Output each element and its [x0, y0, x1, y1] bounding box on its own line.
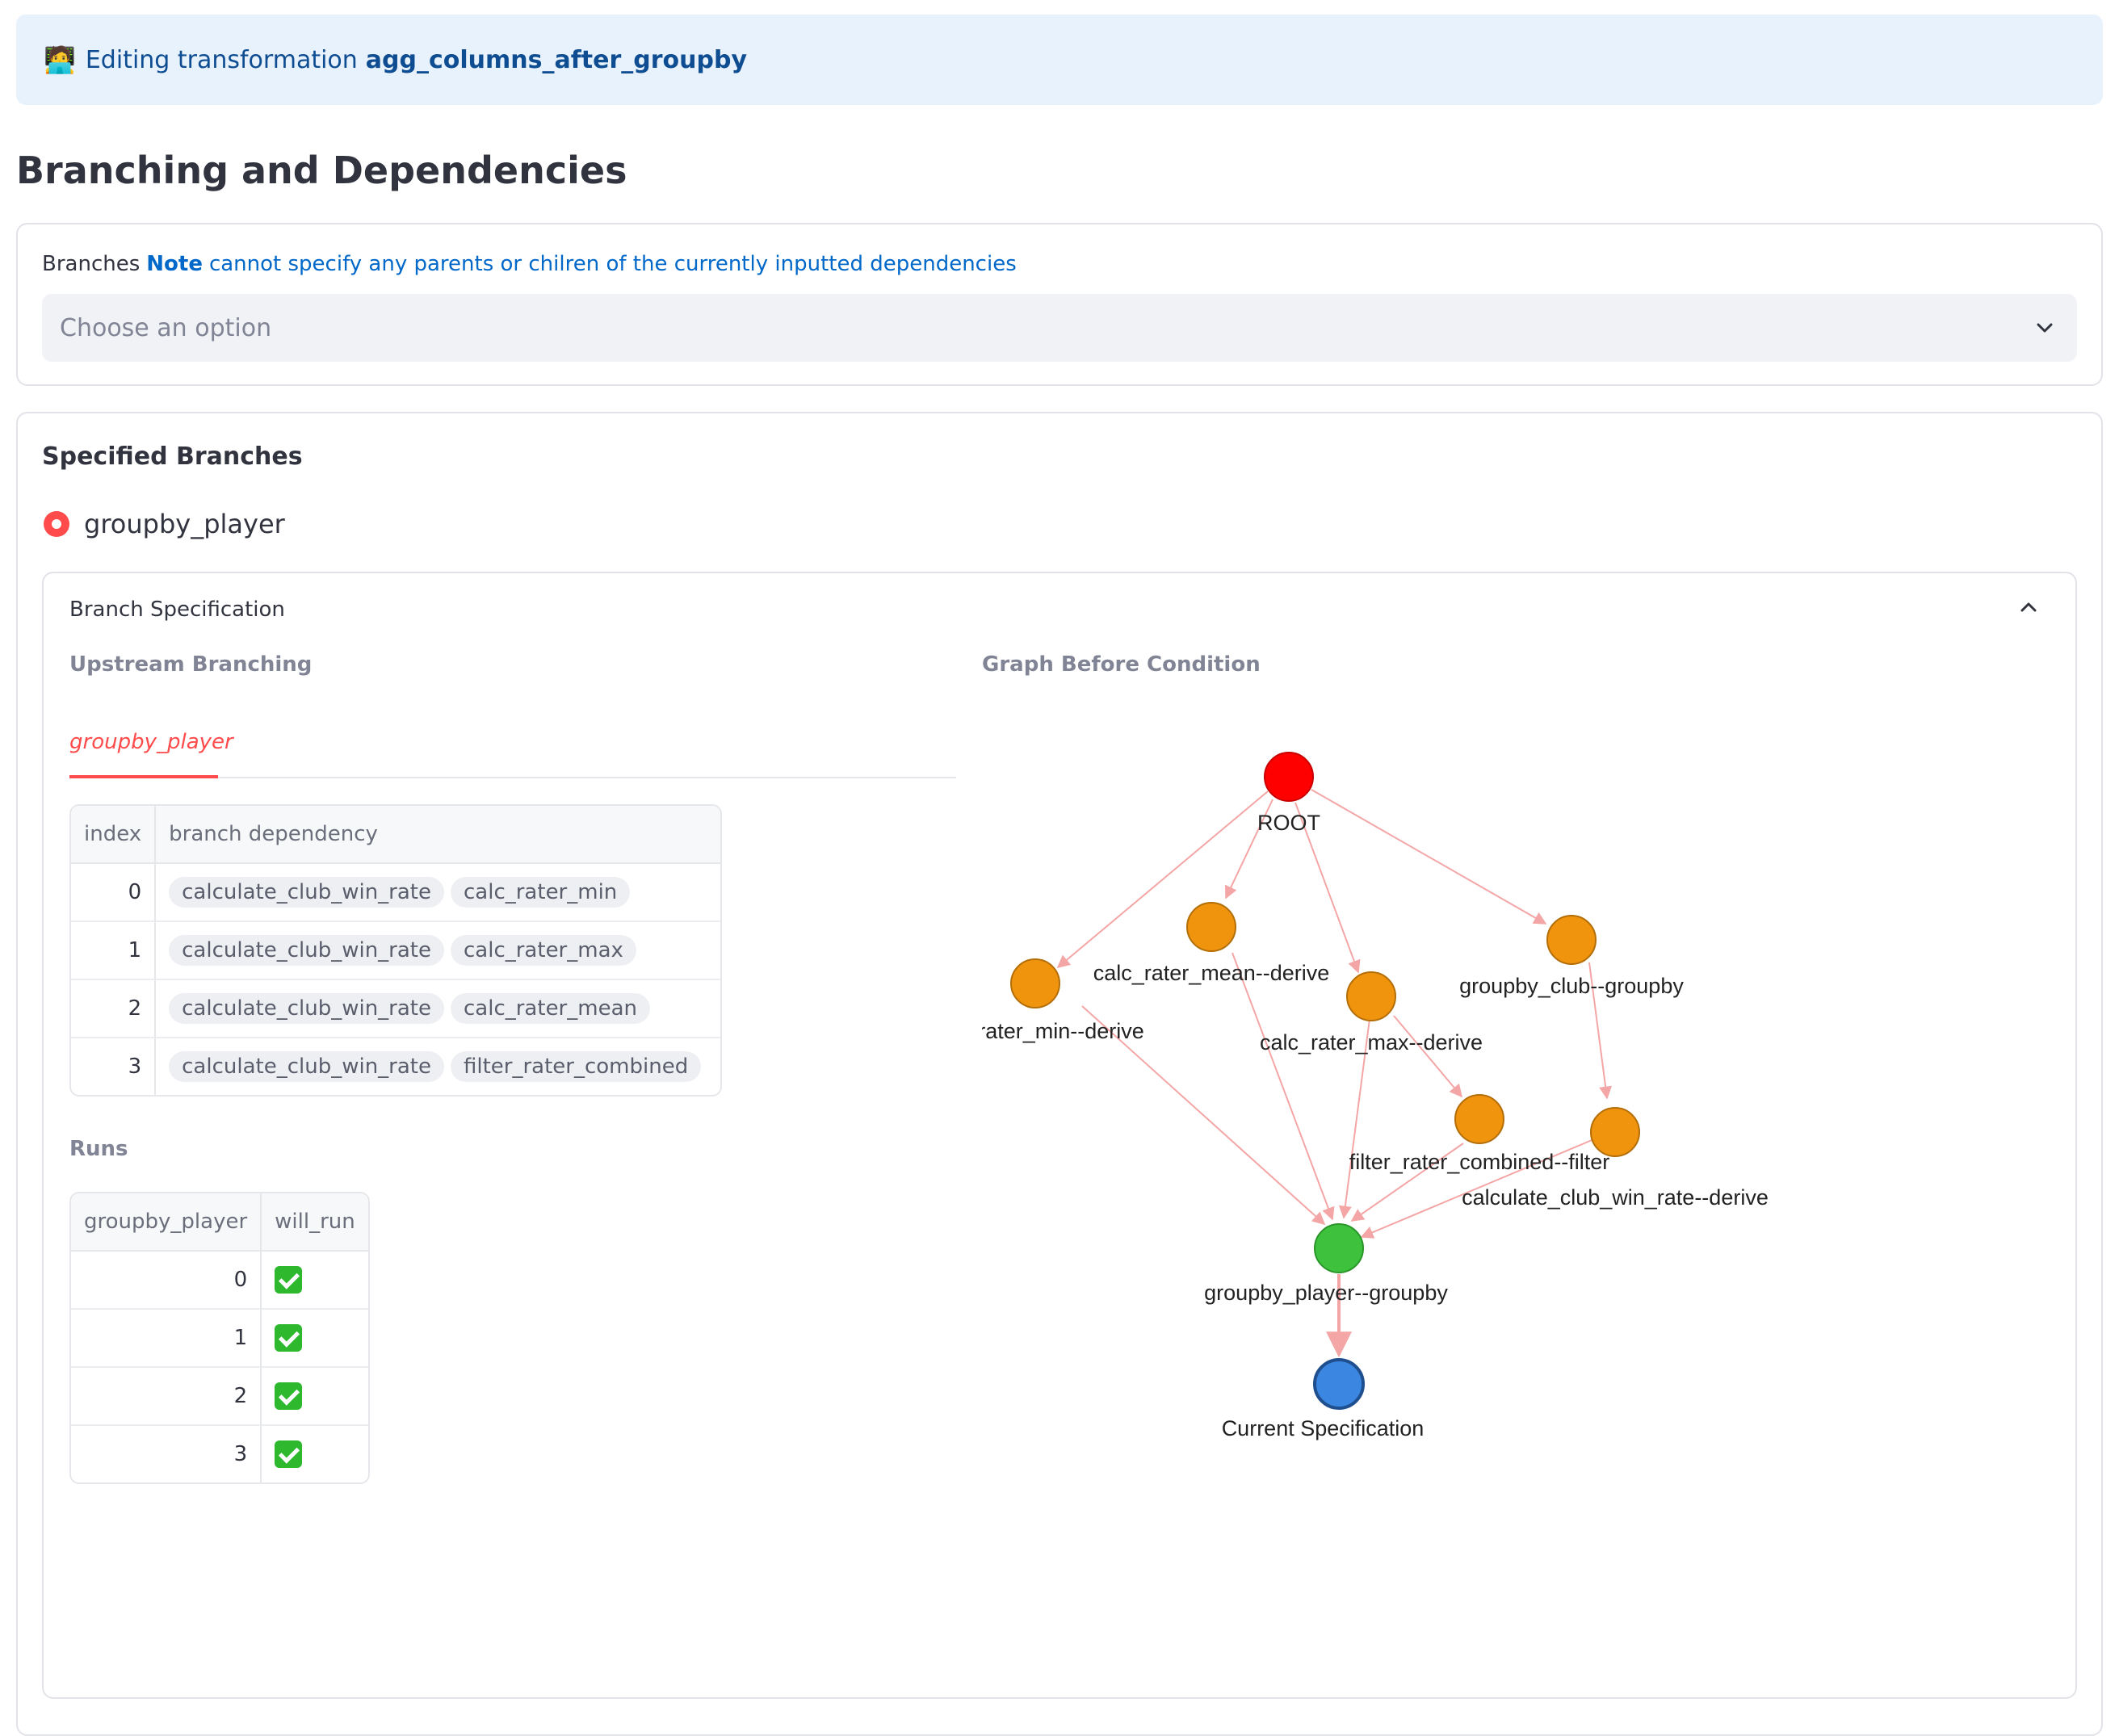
dep-pill: calc_rater_mean	[451, 993, 650, 1024]
graph-edge	[1338, 1018, 1370, 1219]
col-branch-dependency: branch dependency	[156, 806, 721, 864]
run-id: 0	[71, 1252, 262, 1310]
branches-label-row: Branches Note cannot specify any parents o…	[42, 252, 1017, 276]
row-index: 3	[71, 1038, 157, 1095]
graph-node-club[interactable]	[1546, 915, 1597, 965]
dependency-table: index branch dependency 0 calculate_club…	[69, 804, 723, 1097]
run-id: 3	[71, 1426, 262, 1482]
graph-edge	[1294, 802, 1361, 974]
table-row: 0 calculate_club_win_rate calc_rater_min	[71, 864, 721, 922]
dep-pill: calc_rater_max	[451, 935, 636, 966]
branch-radio-option[interactable]: groupby_player	[44, 509, 285, 539]
chevron-up-icon[interactable]	[2014, 593, 2043, 622]
graph-caption: Graph Before Condition	[982, 652, 1261, 677]
branches-label: Branches	[42, 252, 141, 276]
graph-edge	[1081, 1005, 1326, 1226]
upstream-caption: Upstream Branching	[69, 652, 313, 677]
table-row: 2	[71, 1368, 368, 1426]
graph-edge	[1056, 790, 1269, 969]
dep-pill: calculate_club_win_rate	[169, 877, 444, 908]
section-title: Branching and Dependencies	[16, 149, 627, 192]
branch-radio-label: groupby_player	[84, 509, 285, 539]
run-id: 1	[71, 1310, 262, 1368]
table-row: 3 calculate_club_win_rate filter_rater_co…	[71, 1038, 720, 1095]
graph-node-max[interactable]	[1346, 971, 1396, 1021]
technologist-icon: 🧑‍💻	[44, 44, 76, 75]
note-text: cannot specify any parents or chilren of…	[208, 252, 1017, 276]
graph-edge	[1232, 952, 1335, 1221]
banner-prefix: Editing transformation	[85, 45, 358, 74]
dep-pill: calculate_club_win_rate	[169, 935, 444, 966]
note-bold: Note	[146, 252, 203, 276]
graph-edge	[1350, 1143, 1464, 1222]
node-label-filter: filter_rater_combined--filter	[1349, 1150, 1610, 1174]
dep-cell: calculate_club_win_rate calc_rater_min	[156, 864, 721, 922]
graph-node-current[interactable]	[1313, 1358, 1365, 1410]
will-run-cell	[262, 1426, 368, 1482]
graph-node-filter[interactable]	[1454, 1094, 1504, 1144]
check-mark-icon	[275, 1382, 303, 1410]
check-mark-icon	[275, 1440, 303, 1468]
table-row: 0	[71, 1252, 368, 1310]
dependency-graph[interactable]: ROOT calc_rater_mean--derive rater_min--…	[982, 711, 2032, 1486]
run-id: 2	[71, 1368, 262, 1426]
tab-active-underline	[69, 775, 218, 778]
graph-edge	[1360, 1138, 1597, 1239]
runs-caption: Runs	[69, 1137, 128, 1161]
row-index: 2	[71, 980, 157, 1038]
dep-cell: calculate_club_win_rate filter_rater_comb…	[156, 1038, 720, 1095]
col-will-run: will_run	[262, 1193, 368, 1252]
col-index: index	[71, 806, 157, 864]
expander-title[interactable]: Branch Specification	[69, 598, 285, 622]
dep-pill: calculate_club_win_rate	[169, 993, 444, 1024]
col-groupby-player: groupby_player	[71, 1193, 262, 1252]
runs-table: groupby_player will_run 0 1 2 3	[69, 1192, 370, 1484]
tab-groupby-player[interactable]: groupby_player	[69, 730, 233, 754]
row-index: 1	[71, 922, 157, 980]
node-label-player: groupby_player--groupby	[1204, 1281, 1448, 1305]
graph-edge	[1311, 789, 1547, 925]
info-banner: 🧑‍💻 Editing transformation agg_columns_a…	[16, 15, 2103, 105]
row-index: 0	[71, 864, 157, 922]
dep-pill: calculate_club_win_rate	[169, 1051, 444, 1082]
graph-edge	[1224, 799, 1273, 899]
check-mark-icon	[275, 1324, 303, 1352]
node-label-min: rater_min--derive	[982, 1019, 1144, 1043]
table-row: 3	[71, 1426, 368, 1482]
graph-node-mean[interactable]	[1186, 902, 1236, 952]
graph-edge	[1393, 1015, 1463, 1098]
tab-bar-line	[69, 777, 956, 778]
chevron-down-icon[interactable]	[2030, 313, 2059, 342]
will-run-cell	[262, 1368, 368, 1426]
table-row: 2 calculate_club_win_rate calc_rater_mean	[71, 980, 721, 1038]
node-label-mean: calc_rater_mean--derive	[1093, 961, 1330, 985]
dep-cell: calculate_club_win_rate calc_rater_max	[156, 922, 721, 980]
graph-node-winrate[interactable]	[1590, 1107, 1640, 1157]
specified-branches-title: Specified Branches	[42, 442, 303, 471]
radio-selected-icon[interactable]	[44, 511, 69, 537]
dep-pill: filter_rater_combined	[451, 1051, 702, 1082]
graph-node-min[interactable]	[1010, 958, 1060, 1008]
node-label-root: ROOT	[1257, 811, 1320, 835]
branches-select-placeholder: Choose an option	[60, 313, 272, 342]
dep-pill: calc_rater_min	[451, 877, 631, 908]
transformation-name: agg_columns_after_groupby	[365, 45, 748, 74]
graph-edge	[1588, 962, 1613, 1100]
node-label-max: calc_rater_max--derive	[1260, 1030, 1483, 1055]
will-run-cell	[262, 1310, 368, 1368]
node-label-current: Current Specification	[1222, 1416, 1425, 1440]
table-row: 1 calculate_club_win_rate calc_rater_max	[71, 922, 721, 980]
dep-cell: calculate_club_win_rate calc_rater_mean	[156, 980, 721, 1038]
node-label-winrate: calculate_club_win_rate--derive	[1462, 1185, 1769, 1210]
check-mark-icon	[275, 1266, 303, 1294]
will-run-cell	[262, 1252, 368, 1310]
graph-node-player[interactable]	[1314, 1223, 1364, 1273]
node-label-club: groupby_club--groupby	[1459, 974, 1684, 998]
branches-select[interactable]: Choose an option	[42, 294, 2077, 362]
branch-spec-expander	[42, 572, 2077, 1699]
graph-node-root[interactable]	[1264, 752, 1314, 802]
table-row: 1	[71, 1310, 368, 1368]
